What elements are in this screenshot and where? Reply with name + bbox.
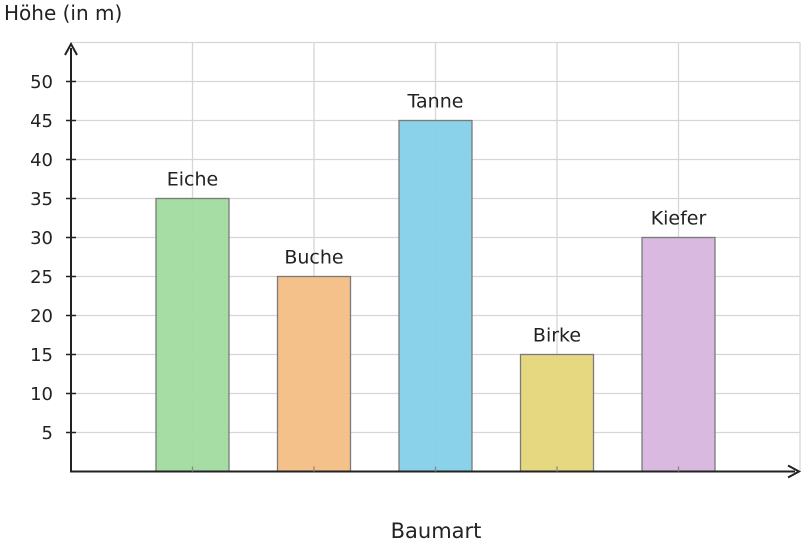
axes	[64, 41, 802, 479]
bar-buche	[276, 275, 352, 473]
y-tick-label: 45	[30, 111, 53, 132]
bar-label: Eiche	[167, 169, 218, 191]
y-axis-label: Höhe (in m)	[4, 1, 122, 25]
y-ticks: 5 10 15 20 25 30 35 40 45 50	[30, 72, 680, 472]
bar-label: Buche	[284, 247, 343, 269]
y-tick-label: 20	[30, 306, 53, 327]
y-axis-arrow-icon	[64, 41, 78, 56]
bar-tanne	[398, 119, 473, 473]
bar-eiche	[155, 197, 230, 473]
y-tick-label: 35	[30, 189, 53, 210]
y-tick-label: 25	[30, 267, 53, 288]
bar-kiefer	[641, 236, 716, 473]
y-tick-label: 30	[30, 228, 53, 249]
bar-label: Tanne	[407, 91, 464, 113]
y-tick-label: 10	[30, 384, 53, 405]
y-tick-label: 50	[30, 72, 53, 93]
bar-label: Birke	[533, 325, 581, 347]
x-axis-arrow-icon	[787, 464, 802, 479]
bars	[155, 119, 716, 473]
y-tick-label: 40	[30, 150, 53, 171]
bar-labels: Eiche Buche Tanne Birke Kiefer	[167, 91, 707, 347]
x-axis-label: Baumart	[391, 519, 482, 543]
y-tick-label: 5	[42, 423, 53, 444]
bar-birke	[519, 353, 595, 473]
bar-label: Kiefer	[651, 208, 707, 230]
y-tick-label: 15	[30, 345, 53, 366]
